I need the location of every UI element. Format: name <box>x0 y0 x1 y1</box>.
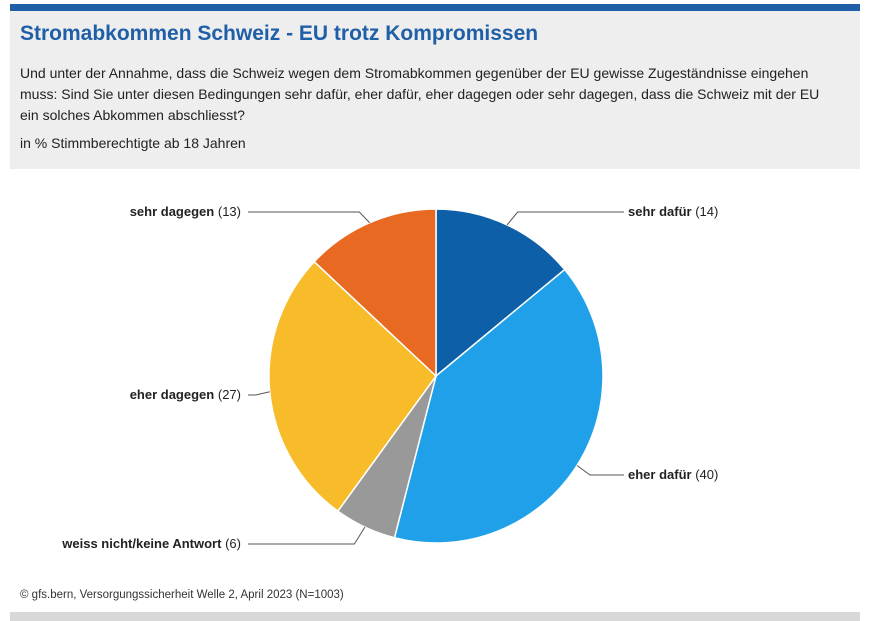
pie-slice-sehr-dagegen <box>313 208 437 378</box>
bottom-bar <box>10 612 860 621</box>
slice-label-text: weiss nicht/keine Antwort <box>62 536 222 551</box>
top-accent-bar <box>10 4 860 11</box>
slice-label-text: sehr dafür <box>628 204 692 219</box>
slice-label-text: eher dagegen <box>129 387 215 402</box>
slice-label-sehr-dagegen: sehr dagegen (13) <box>130 204 241 219</box>
slice-label-sehr-dafuer: sehr dafür (14) <box>628 204 718 219</box>
leader-line <box>248 391 270 396</box>
leader-line <box>248 526 366 545</box>
pie-chart <box>248 208 624 545</box>
chart-header: Stromabkommen Schweiz - EU trotz Komprom… <box>10 11 860 169</box>
slice-value-text: (27) <box>217 387 241 402</box>
slice-value-text: (14) <box>695 204 719 219</box>
leader-line <box>506 211 624 226</box>
chart-title: Stromabkommen Schweiz - EU trotz Komprom… <box>20 22 539 45</box>
slice-value-text: (40) <box>695 467 719 482</box>
pie-chart-area: sehr dafür (14) eher dafür (40) weiss ni… <box>0 170 873 580</box>
source-note: © gfs.bern, Versorgungssicherheit Welle … <box>20 589 344 601</box>
slice-label-eher-dagegen: eher dagegen (27) <box>130 387 241 402</box>
leader-line <box>248 211 371 224</box>
pie-slice-eher-daf-r <box>393 268 604 544</box>
pie-slice-eher-dagegen <box>268 260 437 513</box>
slice-label-text: sehr dagegen <box>129 204 215 219</box>
unit-note: in % Stimmberechtigte ab 18 Jahren <box>20 135 246 151</box>
slice-label-weiss-nicht: weiss nicht/keine Antwort (6) <box>62 536 241 551</box>
slice-value-text: (13) <box>217 204 241 219</box>
slice-value-text: (6) <box>225 536 241 551</box>
leader-line <box>576 465 624 476</box>
survey-question: Und unter der Annahme, dass die Schweiz … <box>20 65 820 123</box>
slice-label-eher-dafuer: eher dafür (40) <box>628 467 718 482</box>
slice-label-text: eher dafür <box>628 467 692 482</box>
